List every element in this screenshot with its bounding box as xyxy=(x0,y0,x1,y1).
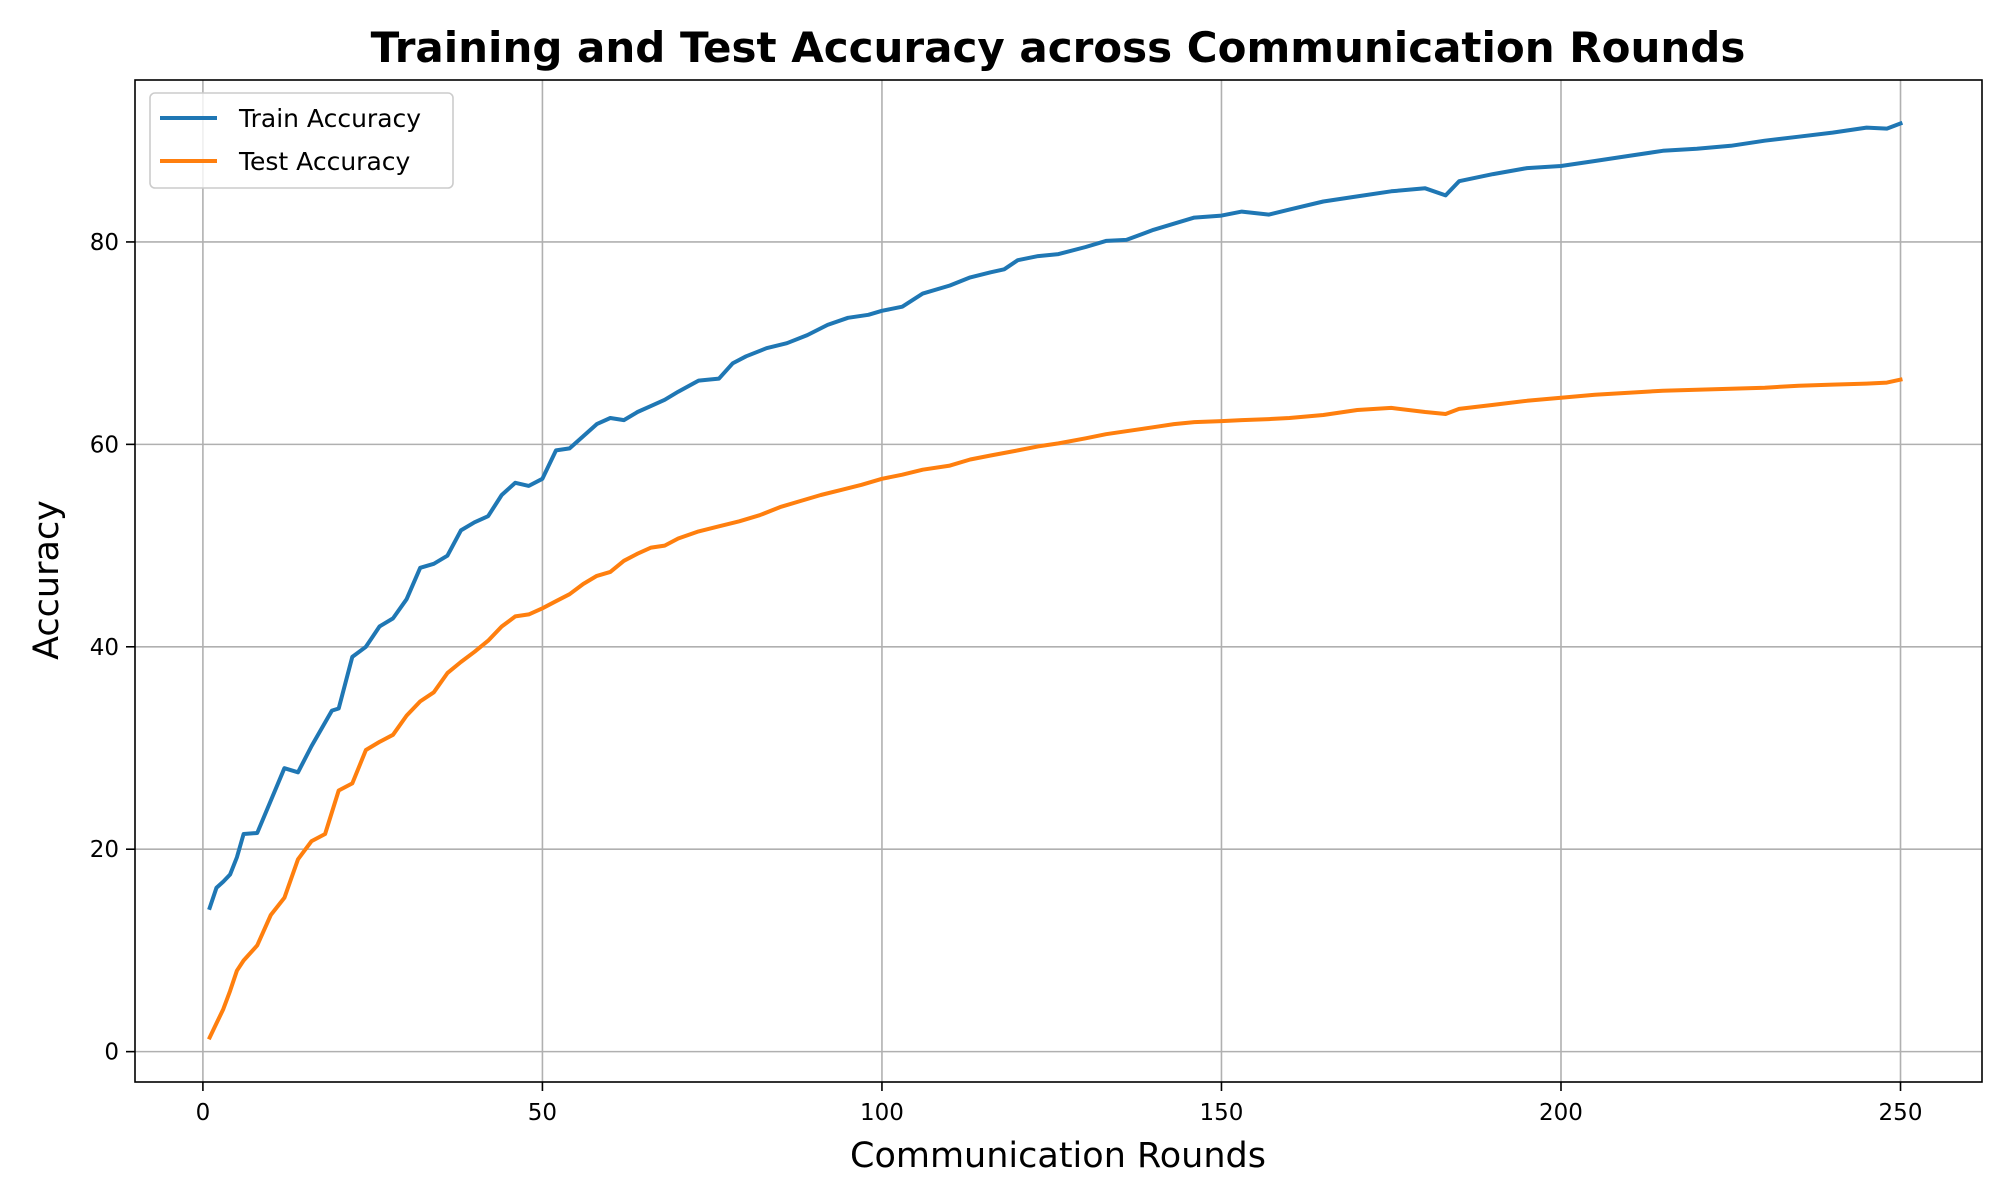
x-tick-label: 0 xyxy=(196,1100,211,1126)
x-tick-label: 150 xyxy=(1200,1100,1244,1126)
y-tick-label: 40 xyxy=(90,635,119,661)
y-tick-label: 0 xyxy=(104,1040,119,1066)
legend: Train Accuracy Test Accuracy xyxy=(149,92,454,189)
y-tick-label: 80 xyxy=(90,230,119,256)
x-tick-label: 250 xyxy=(1879,1100,1923,1126)
plot-frame xyxy=(134,79,1983,1083)
x-tick-label: 50 xyxy=(528,1100,557,1126)
legend-label-test: Test Accuracy xyxy=(238,147,411,176)
y-tick-label: 20 xyxy=(90,837,119,863)
train-accuracy-line xyxy=(207,120,1904,911)
x-axis-label: Communication Rounds xyxy=(850,1136,1266,1176)
legend-box xyxy=(149,92,454,189)
y-axis-label: Accuracy xyxy=(27,500,67,660)
axis-ticks: 0 50 100 150 200 250 0 20 40 60 80 xyxy=(90,230,1923,1126)
y-tick-label: 60 xyxy=(90,432,119,458)
x-tick-label: 100 xyxy=(860,1100,904,1126)
series-layer xyxy=(207,120,1904,1041)
chart-title: Training and Test Accuracy across Commun… xyxy=(371,23,1746,72)
x-tick-label: 200 xyxy=(1539,1100,1583,1126)
legend-label-train: Train Accuracy xyxy=(238,104,421,133)
test-accuracy-line xyxy=(207,377,1903,1041)
